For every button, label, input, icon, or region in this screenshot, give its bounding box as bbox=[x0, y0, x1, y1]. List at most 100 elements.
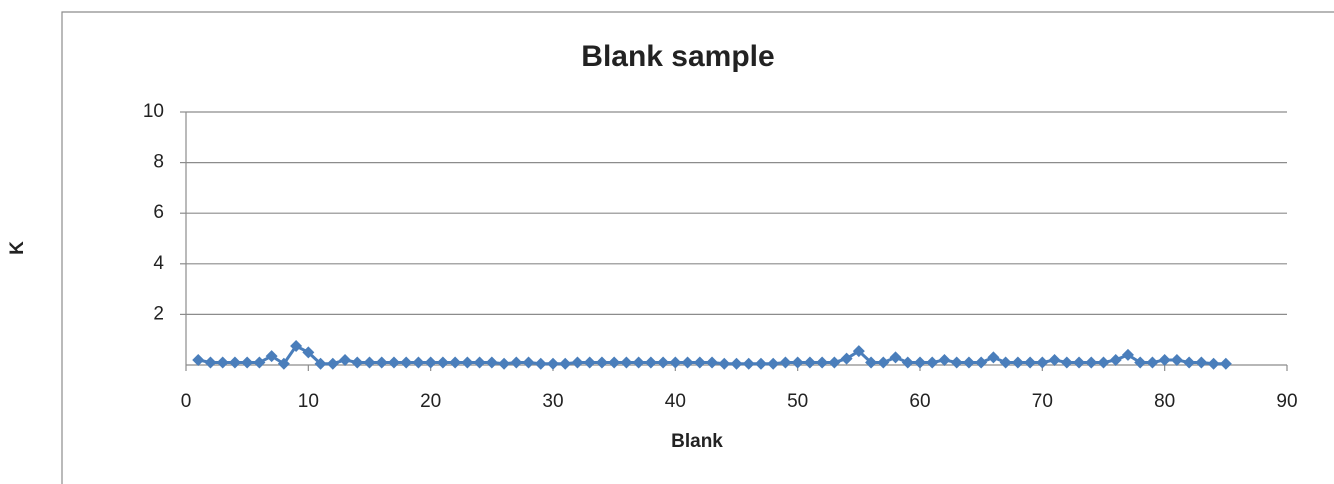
data-point bbox=[1134, 356, 1147, 369]
x-tick-label: 0 bbox=[181, 391, 192, 412]
y-tick-label: 2 bbox=[153, 303, 164, 324]
data-point bbox=[449, 356, 462, 369]
data-point bbox=[754, 357, 767, 370]
data-point bbox=[693, 356, 706, 369]
data-point bbox=[730, 357, 743, 370]
data-point bbox=[950, 356, 963, 369]
data-point bbox=[595, 356, 608, 369]
data-point bbox=[779, 356, 792, 369]
data-point bbox=[1183, 356, 1196, 369]
x-tick-label: 40 bbox=[665, 391, 686, 412]
x-tick-label: 10 bbox=[298, 391, 319, 412]
data-point bbox=[375, 356, 388, 369]
chart-frame bbox=[61, 11, 1334, 484]
x-axis-label: Blank bbox=[671, 431, 723, 452]
data-point bbox=[400, 356, 413, 369]
data-point bbox=[669, 356, 682, 369]
data-point bbox=[816, 356, 829, 369]
y-tick-label: 10 bbox=[143, 101, 164, 122]
data-point bbox=[1146, 356, 1159, 369]
data-point bbox=[657, 356, 670, 369]
x-tick-label: 80 bbox=[1154, 391, 1175, 412]
x-tick-label: 20 bbox=[420, 391, 441, 412]
data-point bbox=[351, 356, 364, 369]
data-point bbox=[1195, 356, 1208, 369]
y-tick-label: 4 bbox=[153, 253, 164, 274]
data-point bbox=[216, 356, 229, 369]
x-tick-label: 90 bbox=[1276, 391, 1297, 412]
data-point bbox=[852, 345, 865, 358]
data-point bbox=[1073, 356, 1086, 369]
data-point bbox=[914, 356, 926, 369]
data-point bbox=[926, 356, 939, 369]
data-point bbox=[718, 357, 731, 370]
data-point bbox=[620, 356, 633, 369]
data-point bbox=[938, 353, 951, 366]
y-axis-label: K bbox=[7, 241, 28, 255]
x-tick-label: 70 bbox=[1032, 391, 1053, 412]
data-point bbox=[742, 357, 755, 370]
data-point bbox=[1011, 356, 1024, 369]
x-tick-label: 30 bbox=[542, 391, 563, 412]
data-point bbox=[339, 353, 352, 366]
data-point bbox=[791, 356, 804, 369]
data-point bbox=[999, 356, 1012, 369]
data-point bbox=[632, 356, 645, 369]
data-point bbox=[1207, 357, 1220, 370]
data-point bbox=[534, 357, 547, 370]
data-point bbox=[1048, 353, 1061, 366]
data-point bbox=[1170, 353, 1183, 366]
data-point bbox=[803, 356, 816, 369]
data-point bbox=[681, 356, 694, 369]
data-point bbox=[277, 357, 290, 370]
data-point bbox=[706, 356, 719, 369]
data-point bbox=[987, 351, 1000, 364]
data-point bbox=[840, 352, 853, 365]
data-point bbox=[241, 356, 254, 369]
data-point bbox=[608, 356, 621, 369]
data-point bbox=[1219, 357, 1232, 370]
data-point bbox=[326, 357, 339, 370]
data-point bbox=[363, 356, 376, 369]
data-point bbox=[1097, 356, 1110, 369]
data-point bbox=[1060, 356, 1073, 369]
data-point bbox=[767, 357, 780, 370]
data-point bbox=[877, 356, 890, 369]
data-point bbox=[228, 356, 241, 369]
data-point bbox=[583, 356, 596, 369]
data-point bbox=[1158, 353, 1171, 366]
data-point bbox=[204, 356, 217, 369]
data-point bbox=[644, 356, 657, 369]
data-point bbox=[473, 356, 486, 369]
data-point bbox=[522, 356, 535, 369]
data-point bbox=[387, 356, 400, 369]
data-point bbox=[828, 356, 841, 369]
data-point bbox=[962, 356, 975, 369]
data-point bbox=[1121, 348, 1134, 361]
data-point bbox=[485, 356, 498, 369]
data-point bbox=[412, 356, 425, 369]
x-tick-label: 60 bbox=[909, 391, 930, 412]
data-point bbox=[424, 356, 437, 369]
data-point bbox=[547, 357, 559, 370]
data-point bbox=[192, 353, 205, 366]
data-point bbox=[975, 356, 988, 369]
data-point bbox=[290, 340, 303, 353]
data-point bbox=[436, 356, 449, 369]
data-point bbox=[265, 350, 278, 363]
data-point bbox=[901, 356, 914, 369]
data-point bbox=[498, 357, 511, 370]
data-point bbox=[571, 356, 584, 369]
y-tick-label: 8 bbox=[153, 152, 164, 173]
data-point bbox=[559, 357, 572, 370]
data-point bbox=[865, 356, 878, 369]
data-point bbox=[1085, 356, 1098, 369]
data-point bbox=[1109, 353, 1122, 366]
x-tick-label: 50 bbox=[787, 391, 808, 412]
data-point bbox=[314, 357, 327, 370]
data-point bbox=[253, 356, 266, 369]
data-point bbox=[1024, 356, 1037, 369]
data-point bbox=[889, 351, 902, 364]
data-point bbox=[510, 356, 523, 369]
